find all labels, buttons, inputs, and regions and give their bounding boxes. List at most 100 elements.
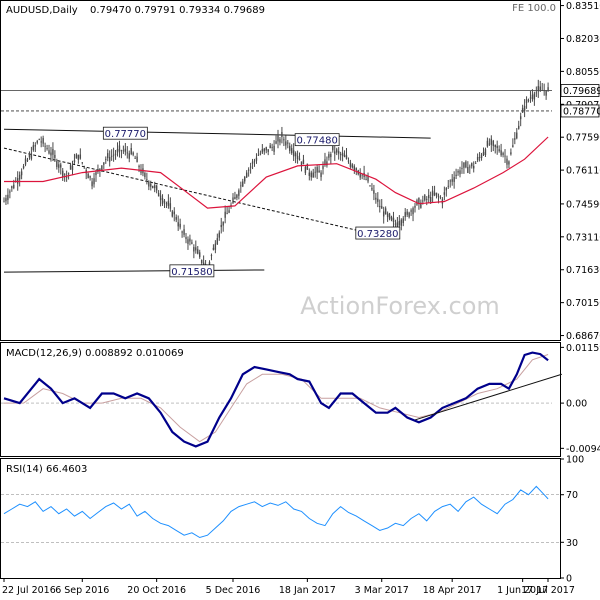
candle-body <box>402 218 404 224</box>
candle-body <box>336 149 338 153</box>
candle-body <box>353 166 356 171</box>
candle-body <box>381 206 383 209</box>
candle-body <box>189 238 191 242</box>
candle-body <box>361 174 363 176</box>
candle-body <box>484 149 487 155</box>
candle-body <box>263 148 265 152</box>
candle-body <box>251 161 254 164</box>
candle-body <box>547 87 549 91</box>
candle-body <box>523 105 526 111</box>
candle-body <box>26 160 29 162</box>
candle-body <box>275 141 277 144</box>
candle-body <box>218 232 220 238</box>
candle-body <box>377 198 379 202</box>
candle-body <box>154 185 156 189</box>
watermark: ActionForex.com <box>300 292 500 320</box>
candle-body <box>455 174 457 176</box>
candle-body <box>103 162 105 165</box>
candle-body <box>99 168 101 171</box>
candle-body <box>58 164 60 168</box>
candle-body <box>75 154 78 159</box>
candle-body <box>292 150 295 157</box>
candle-body <box>5 198 7 202</box>
price-layer: 0.77770 0.77480 0.73280 0.71580 <box>1 79 552 278</box>
candle-body <box>379 205 381 208</box>
candle-body <box>414 205 416 208</box>
candle-body <box>527 100 530 102</box>
price-panel-frame <box>0 0 561 341</box>
level-annotation-label: 0.77770 <box>105 129 146 140</box>
candle-body <box>112 154 115 156</box>
candle-body <box>298 158 301 160</box>
candle-body <box>398 221 401 226</box>
candle-body <box>404 212 406 218</box>
candle-body <box>343 154 346 157</box>
candle-body <box>148 181 150 187</box>
candle-body <box>226 213 228 215</box>
candle-body <box>210 255 213 256</box>
candle-body <box>512 145 514 147</box>
candle-body <box>244 177 246 182</box>
candle-body <box>63 173 66 175</box>
macd-panel-frame <box>0 342 561 457</box>
candle-body <box>65 177 68 178</box>
candle-body <box>312 172 314 178</box>
candle-body <box>324 159 326 166</box>
candle-body <box>22 166 25 169</box>
candle-body <box>38 139 40 141</box>
candle-body <box>320 172 322 178</box>
candle-body <box>87 173 89 179</box>
candle-body <box>34 145 37 147</box>
candle-body <box>420 202 422 208</box>
candle-body <box>228 210 230 213</box>
candle-body <box>161 198 164 204</box>
candle-body <box>114 153 117 155</box>
candle-body <box>426 199 428 200</box>
candle-body <box>138 165 140 168</box>
x-tick-label: 6 Sep 2016 <box>55 585 109 596</box>
candle-body <box>54 154 56 158</box>
candle-body <box>349 162 352 167</box>
candle-body <box>445 188 448 191</box>
candle-body <box>406 211 408 215</box>
candle-body <box>461 168 463 169</box>
candle-body <box>318 170 320 173</box>
candle-body <box>185 237 187 240</box>
candle-body <box>365 179 367 181</box>
candle-body <box>339 154 342 155</box>
candle-body <box>120 150 123 152</box>
candle-body <box>494 144 496 147</box>
candle-body <box>328 154 330 158</box>
macd-trendline <box>414 373 562 421</box>
support-trendline <box>3 269 265 273</box>
candle-body <box>521 107 524 113</box>
candle-body <box>17 178 19 184</box>
candle-body <box>200 259 203 263</box>
rsi-layer <box>1 485 560 543</box>
candle-body <box>193 247 195 252</box>
candle-body <box>519 116 522 120</box>
candle-body <box>359 172 361 178</box>
candle-body <box>525 99 528 104</box>
candle-body <box>478 157 481 158</box>
level-annotation-box <box>102 126 148 140</box>
candle-body <box>533 93 536 100</box>
dashed-trendline <box>3 147 357 231</box>
candle-body <box>242 181 244 187</box>
candle-body <box>216 238 219 245</box>
candle-body <box>220 224 222 228</box>
candle-body <box>28 153 31 158</box>
candle-body <box>469 166 471 168</box>
candle-body <box>108 156 111 162</box>
x-tick-label: 22 Jul 2016 <box>2 585 56 596</box>
candle-body <box>422 200 424 202</box>
candle-body <box>155 185 158 191</box>
rsi-panel-frame <box>0 458 561 579</box>
resistance-trendline <box>3 128 431 139</box>
rsi-y-tick-label: 30 <box>566 538 578 549</box>
candle-body <box>304 166 307 173</box>
